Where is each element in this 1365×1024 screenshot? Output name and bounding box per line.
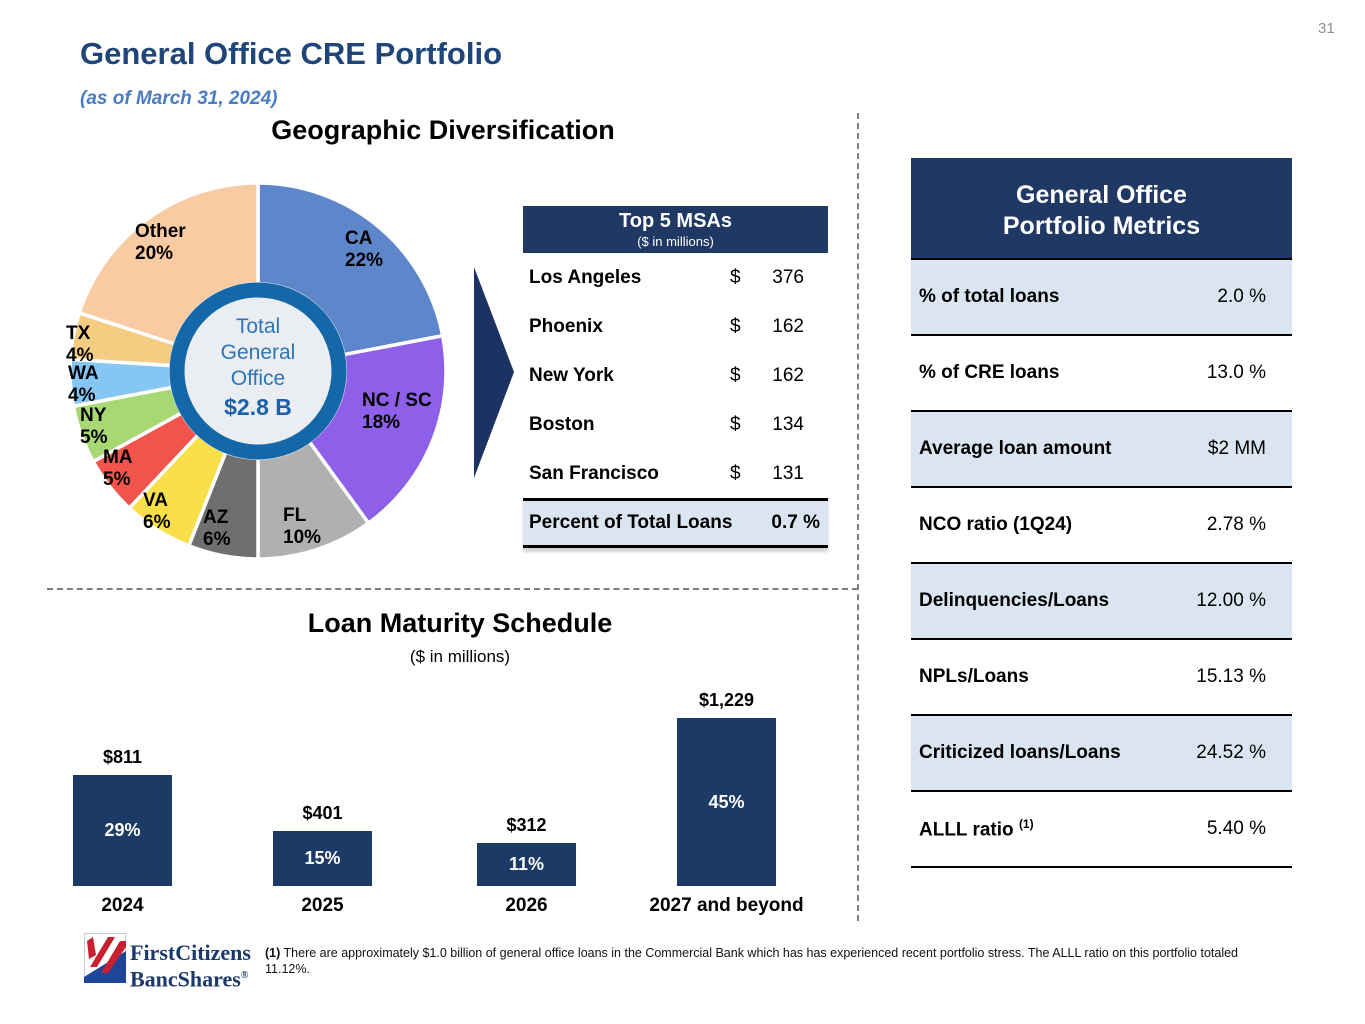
pie-label-az: AZ 6%: [203, 507, 231, 550]
bar-value-label: $811: [102, 747, 143, 767]
pie-label-other: Other 20%: [135, 221, 186, 264]
table-row: San Francisco $ 131: [529, 462, 804, 484]
metrics-table-header: General Office Portfolio Metrics: [911, 158, 1292, 260]
msa-table-body: Los Angeles $ 376 Phoenix $ 162 New York…: [523, 253, 828, 498]
pie-label-nc-sc: NC / SC 18%: [362, 390, 432, 433]
table-row: NCO ratio (1Q24) 2.78 %: [911, 488, 1292, 564]
pie-label-wa: WA 4%: [68, 363, 99, 406]
page-subtitle: (as of March 31, 2024): [80, 88, 278, 109]
pie-center-label: Total General Office $2.8 B: [221, 314, 296, 422]
footnote-marker: (1): [265, 946, 281, 960]
table-row: Boston $ 134: [529, 413, 804, 435]
bar-value-label: $401: [302, 803, 343, 823]
bar-category-label: 2024: [101, 895, 144, 916]
table-row: % of CRE loans 13.0 %: [911, 336, 1292, 412]
bar-2025: 15%: [273, 831, 372, 886]
pie-center-line1: Total: [235, 315, 281, 338]
bar-group-2027-beyond: $1,229 45% 2027 and beyond: [649, 690, 803, 916]
metrics-table-body: % of total loans 2.0 % % of CRE loans 13…: [911, 260, 1292, 868]
table-row: % of total loans 2.0 %: [911, 260, 1292, 336]
maturity-bar-chart: $811 29% 2024 $401 15% 2025 $312 11% 202…: [60, 688, 840, 916]
pie-label-fl: FL 10%: [283, 505, 322, 548]
geo-pie-chart: Total General Office $2.8 B CA 22% NC / …: [58, 171, 458, 571]
pie-center-line3: Office: [230, 367, 286, 390]
bar-2026: 11%: [477, 843, 576, 886]
msa-table-title: Top 5 MSAs: [619, 210, 732, 232]
vertical-divider: [857, 113, 859, 921]
bar-value-label: $1,229: [698, 690, 755, 710]
table-row: NPLs/Loans 15.13 %: [911, 640, 1292, 716]
table-row: ALLL ratio (1) 5.40 %: [911, 792, 1292, 868]
firstcitizens-logo-mark: [84, 933, 126, 983]
horizontal-divider: [47, 588, 858, 590]
bar-group-2025: $401 15% 2025: [273, 803, 372, 916]
bar-value-label: $312: [506, 815, 547, 835]
bar-category-label: 2027 and beyond: [649, 895, 804, 916]
pie-donut-ring: [169, 282, 347, 460]
pie-svg: [68, 181, 448, 561]
bar-pct-label: 15%: [304, 848, 341, 868]
pie-center-amount: $2.8 B: [224, 394, 292, 420]
msa-total-row: Percent of Total Loans 0.7 %: [523, 498, 828, 548]
table-row: Los Angeles $ 376: [529, 266, 804, 288]
maturity-heading: Loan Maturity Schedule: [307, 608, 613, 638]
bar-pct-label: 45%: [708, 791, 745, 812]
table-row: Phoenix $ 162: [529, 315, 804, 337]
footnote-ref: (1): [1018, 816, 1034, 831]
bar-group-2024: $811 29% 2024: [73, 747, 172, 916]
bar-2027-beyond: 45%: [677, 718, 776, 886]
msa-table-header: Top 5 MSAs ($ in millions): [523, 206, 828, 253]
bar-group-2026: $312 11% 2026: [477, 815, 576, 916]
pie-center-line2: General: [220, 341, 296, 364]
pie-label-va: VA 6%: [143, 490, 171, 533]
firstcitizens-logo-text: FirstCitizens BancShares®: [130, 940, 251, 992]
bar-category-label: 2025: [301, 895, 344, 916]
table-row: New York $ 162: [529, 364, 804, 386]
geo-diversification-heading: Geographic Diversification: [271, 115, 615, 145]
pie-donut-hole: [169, 282, 347, 460]
footnote: (1) There are approximately $1.0 billion…: [265, 946, 1238, 976]
right-arrow-icon: [474, 267, 514, 478]
registered-mark: ®: [240, 970, 249, 981]
page-title: General Office CRE Portfolio: [80, 36, 503, 71]
bar-pct-label: 11%: [508, 854, 545, 874]
pie-label-ma: MA 5%: [103, 447, 133, 490]
table-row: Average loan amount $2 MM: [911, 412, 1292, 488]
page-number: 31: [1318, 20, 1335, 37]
dollar-sign: $: [730, 315, 741, 337]
dollar-sign: $: [730, 413, 741, 435]
pie-label-ny: NY 5%: [80, 405, 108, 448]
table-row: Criticized loans/Loans 24.52 %: [911, 716, 1292, 792]
bar-category-label: 2026: [505, 895, 548, 916]
dollar-sign: $: [730, 364, 741, 386]
dollar-sign: $: [730, 462, 741, 484]
portfolio-metrics-table: General Office Portfolio Metrics % of to…: [911, 158, 1292, 868]
maturity-subheading: ($ in millions): [409, 647, 511, 666]
bar-2024: 29%: [73, 775, 172, 886]
msa-table-units: ($ in millions): [637, 234, 714, 249]
pie-label-tx: TX 4%: [66, 323, 94, 366]
dollar-sign: $: [730, 266, 741, 288]
pie-label-ca: CA 22%: [345, 228, 384, 271]
bar-pct-label: 29%: [104, 820, 141, 840]
top-5-msas-table: Top 5 MSAs ($ in millions) Los Angeles $…: [523, 206, 828, 548]
table-row: Delinquencies/Loans 12.00 %: [911, 564, 1292, 640]
